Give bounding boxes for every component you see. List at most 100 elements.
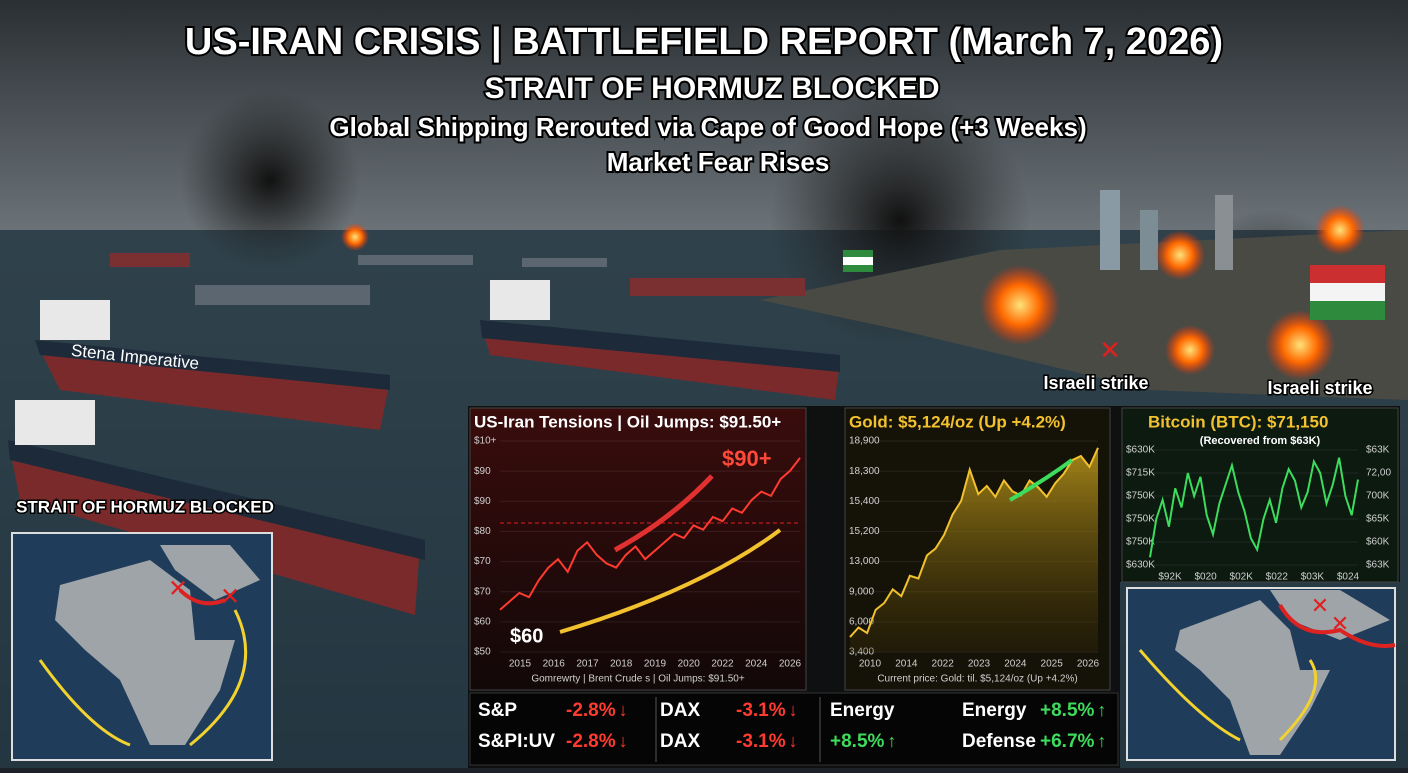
- chart-subtitle: (Recovered from $63K): [1200, 435, 1321, 447]
- y-axis-label: $60: [474, 616, 491, 627]
- x-axis-label: $022: [1266, 572, 1289, 583]
- x-axis-label: 2024: [1004, 659, 1027, 670]
- y2-axis-label: 700K: [1366, 491, 1390, 502]
- y-axis-label: 15,200: [849, 526, 880, 537]
- ticker-cell: -3.1%: [736, 731, 786, 752]
- y-axis-label: 6,000: [849, 616, 874, 627]
- y-axis-label: 9,000: [849, 586, 874, 597]
- title: US-IRAN CRISIS | BATTLEFIELD REPORT (Mar…: [185, 21, 1223, 63]
- ticker-cell: Energy: [830, 700, 895, 721]
- chart-title: Gold: $5,124/oz (Up +4.2%): [849, 412, 1066, 431]
- headline: Global Shipping Rerouted via Cape of Goo…: [329, 112, 1086, 142]
- svg-text:✕: ✕: [1331, 611, 1349, 636]
- svg-text:✕: ✕: [220, 583, 240, 610]
- y-axis-label: 18,900: [849, 436, 880, 447]
- y-axis-label: $80: [474, 526, 491, 537]
- ticker-arrow: ↑: [1097, 731, 1106, 751]
- chart: Gold: $5,124/oz (Up +4.2%) 18,900 18,300 15…: [844, 407, 1111, 691]
- y-axis-label: $715K: [1126, 468, 1155, 479]
- y-axis-label: $750K: [1126, 514, 1155, 525]
- x-axis-label: 2020: [678, 659, 701, 670]
- map-title: STRAIT OF HORMUZ BLOCKED: [16, 497, 274, 516]
- ticker-cell: S&PI:UV: [478, 731, 555, 752]
- ticker-cell: -3.1%: [736, 700, 786, 721]
- ticker-cell: Energy: [962, 700, 1027, 721]
- area: [850, 447, 1098, 652]
- caption: Gomrewrty | Brent Crude s | Oil Jumps: $…: [531, 674, 744, 685]
- ticker-bg: [469, 692, 1119, 766]
- caption: Current price: Gold: til. $5,124/oz (Up …: [877, 674, 1077, 685]
- line: [499, 457, 801, 611]
- header: US-IRAN CRISIS | BATTLEFIELD REPORT (Mar…: [183, 19, 1225, 179]
- x-axis-label: $92K: [1158, 572, 1182, 583]
- x-axis-label: 2014: [895, 659, 918, 670]
- ticker-cell: Defense: [962, 731, 1036, 752]
- annotation: $90+: [722, 446, 772, 471]
- y2-axis-label: $63K: [1366, 560, 1390, 571]
- y-axis-label: $90: [474, 466, 491, 477]
- x-axis-label: 2022: [932, 659, 955, 670]
- x-axis-label: 2026: [779, 659, 802, 670]
- x-axis-label: 2019: [644, 659, 667, 670]
- strike-label: Israeli strike: [1043, 373, 1148, 393]
- chart-title: US-Iran Tensions | Oil Jumps: $91.50+: [474, 412, 781, 431]
- ticker-arrow: ↓: [789, 700, 798, 720]
- ticker-arrow: ↑: [887, 731, 896, 751]
- y-axis-label: 13,000: [849, 556, 880, 567]
- x-axis-label: 2025: [1041, 659, 1064, 670]
- chart: Bitcoin (BTC): $71,150 (Recovered from $6…: [1121, 407, 1399, 583]
- y-axis-label: 3,400: [849, 647, 874, 658]
- svg-text:✕: ✕: [1311, 593, 1329, 618]
- x-axis-label: 2022: [711, 659, 734, 670]
- line: [849, 447, 1099, 638]
- x-axis-label: $02K: [1230, 572, 1254, 583]
- ticker-cell: DAX: [660, 731, 700, 752]
- strike-label: Israeli strike: [1267, 378, 1372, 398]
- ticker-cell: +8.5%: [1040, 700, 1095, 721]
- ticker-cell: S&P: [478, 700, 517, 721]
- headline: Market Fear Rises: [607, 147, 830, 177]
- x-axis-label: 2023: [968, 659, 991, 670]
- x-axis-label: $03K: [1301, 572, 1325, 583]
- ticker-arrow: ↑: [1097, 700, 1106, 720]
- ticker-cell: DAX: [660, 700, 700, 721]
- x-axis-label: $020: [1194, 572, 1217, 583]
- y-axis-label: 15,400: [849, 496, 880, 507]
- y-axis-label: $750K: [1126, 537, 1155, 548]
- y-axis-label: 18,300: [849, 466, 880, 477]
- y-axis-label: $750K: [1126, 491, 1155, 502]
- y2-axis-label: 72,00: [1366, 468, 1391, 479]
- ticker-cell: -2.8%: [566, 731, 616, 752]
- ticker-arrow: ↓: [619, 700, 628, 720]
- x-axis-label: 2017: [576, 659, 599, 670]
- y-axis-label: $630K: [1126, 560, 1155, 571]
- y2-axis-label: $60K: [1366, 537, 1390, 548]
- x-axis-label: $024: [1337, 572, 1360, 583]
- line: [1149, 457, 1359, 558]
- map-right: ✕✕: [1126, 587, 1396, 761]
- y-axis-label: $90: [474, 496, 491, 507]
- x-axis-label: 2016: [543, 659, 566, 670]
- arrow: [613, 474, 714, 553]
- ticker-cell: +6.7%: [1040, 731, 1095, 752]
- subtitle: STRAIT OF HORMUZ BLOCKED: [485, 72, 940, 105]
- annotation: $60: [510, 625, 543, 647]
- x-axis-label: 2018: [610, 659, 633, 670]
- ticker-arrow: ↓: [619, 731, 628, 751]
- y2-axis-label: $63K: [1366, 445, 1390, 456]
- ticker-cell: +8.5%: [830, 731, 885, 752]
- ticker-arrow: ↓: [789, 731, 798, 751]
- map-left: ✕ ✕: [11, 532, 273, 761]
- y-axis-label: $50: [474, 647, 491, 658]
- x-axis-label: 2010: [859, 659, 882, 670]
- x-axis-label: 2024: [745, 659, 768, 670]
- chart-title: Bitcoin (BTC): $71,150: [1148, 412, 1328, 431]
- y-axis-label: $630K: [1126, 445, 1155, 456]
- x-axis-label: 2015: [509, 659, 532, 670]
- arrow: [1009, 458, 1074, 502]
- plot-bg: [1121, 407, 1399, 583]
- y-axis-label: $70: [474, 556, 491, 567]
- y-axis-label: $70: [474, 586, 491, 597]
- svg-text:✕: ✕: [168, 575, 188, 602]
